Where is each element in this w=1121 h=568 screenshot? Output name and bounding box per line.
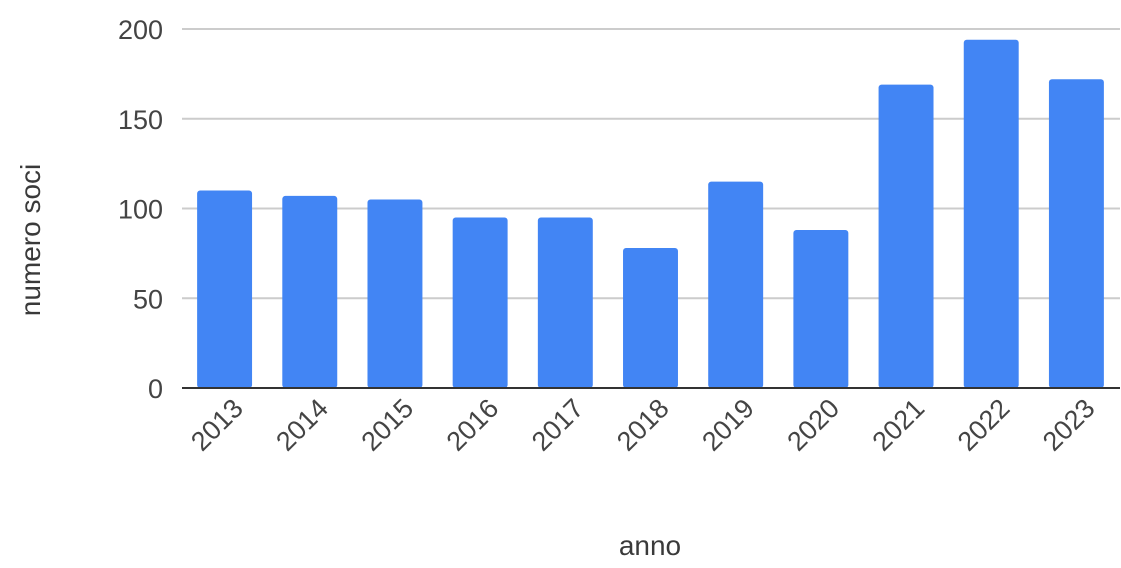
bar-2021 (878, 84, 934, 389)
bar-2016 (452, 217, 508, 388)
x-tick-label: 2018 (611, 393, 675, 457)
x-axis-title: anno (619, 530, 681, 561)
x-tick-label: 2022 (952, 393, 1016, 457)
bar-2023 (1048, 79, 1104, 388)
y-tick-label: 150 (118, 105, 163, 135)
x-tick-label: 2015 (356, 393, 420, 457)
x-tick-label: 2013 (185, 393, 249, 457)
y-tick-label: 100 (118, 195, 163, 225)
bar-2015 (367, 199, 423, 388)
bar-2022 (963, 39, 1019, 389)
bar-2017 (537, 217, 593, 388)
bar-2014 (282, 195, 338, 388)
x-axis-ticks: 2013 2014 2015 2016 2017 2018 2019 2020 2021 2022… (185, 393, 1101, 457)
y-tick-label: 200 (118, 15, 163, 45)
bar-2018 (623, 247, 678, 388)
bar-2019 (708, 181, 764, 388)
x-tick-label: 2017 (526, 393, 590, 457)
x-tick-label: 2016 (441, 393, 505, 457)
bar-2020 (793, 230, 849, 388)
bars (197, 39, 1104, 389)
x-tick-label: 2019 (696, 393, 760, 457)
y-axis-title: numero soci (15, 164, 46, 317)
y-axis-ticks: 0 50 100 150 200 (118, 15, 163, 404)
x-tick-label: 2014 (270, 393, 334, 457)
x-tick-label: 2023 (1037, 393, 1101, 457)
x-tick-label: 2021 (867, 393, 931, 457)
y-tick-label: 50 (133, 284, 163, 314)
x-tick-label: 2020 (781, 393, 845, 457)
y-tick-label: 0 (148, 374, 163, 404)
bar-2013 (197, 190, 253, 388)
